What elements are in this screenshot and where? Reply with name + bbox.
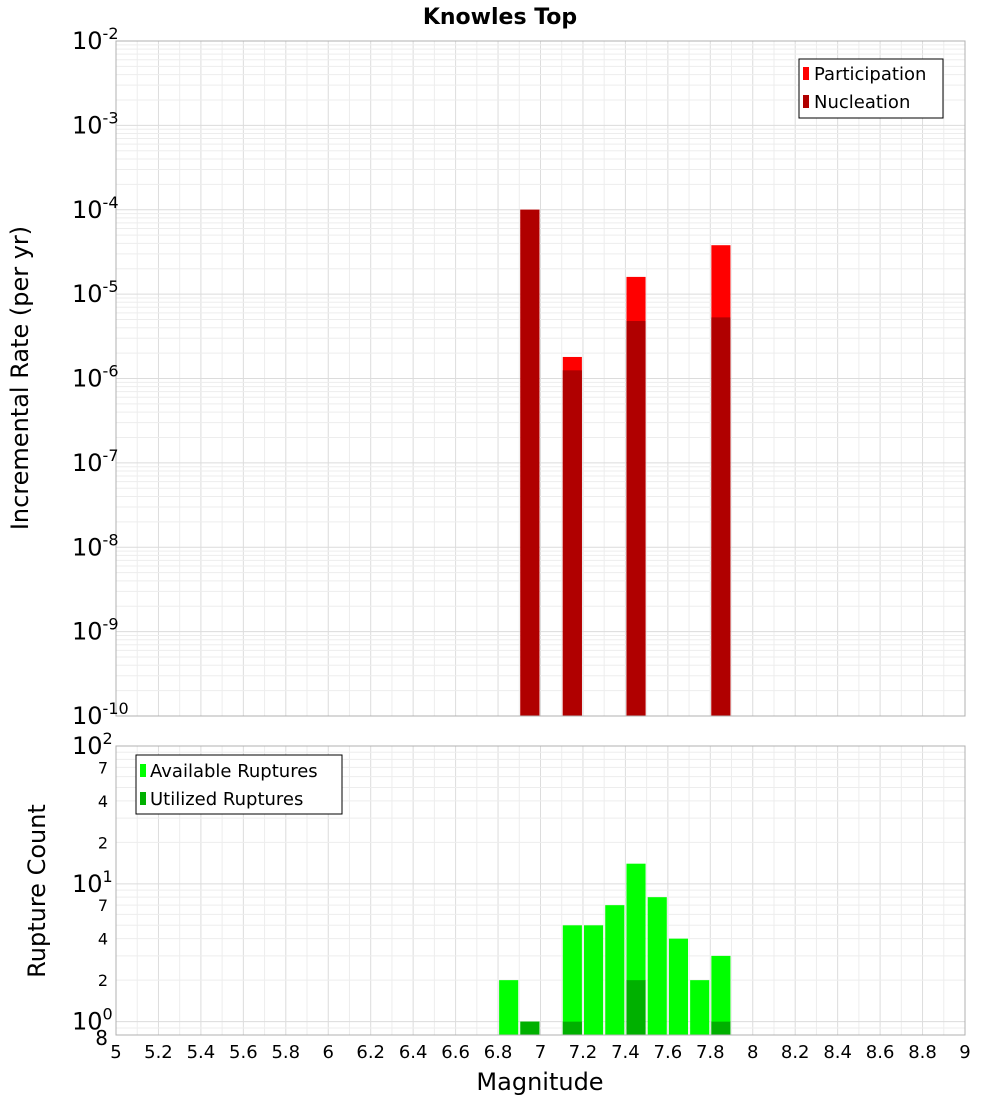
count-bar-a (690, 980, 710, 1035)
count-bar-a (605, 905, 625, 1035)
x-tick-label: 8.6 (866, 1042, 895, 1063)
legend-swatch-nucleation (803, 95, 809, 108)
rate-bar-b (562, 370, 582, 716)
count-bar-b (711, 1021, 731, 1035)
legend-label-nucleation: Nucleation (814, 92, 910, 113)
count-y-axis-label: Rupture Count (23, 804, 51, 978)
count-bar-a (499, 980, 519, 1035)
legend-label-utilized: Utilized Ruptures (150, 789, 303, 810)
x-tick-label: 9 (959, 1042, 970, 1063)
legend-label-participation: Participation (814, 64, 926, 85)
count-ytick-label: 101 (72, 867, 113, 898)
count-bar-a (668, 938, 689, 1035)
count-ytick-minor-label: 4 (98, 930, 108, 949)
x-tick-label: 7.2 (569, 1042, 598, 1063)
legend-swatch-available (140, 764, 146, 777)
rate-y-axis-label: Incremental Rate (per yr) (6, 226, 34, 530)
x-tick-label: 6.8 (484, 1042, 513, 1063)
count-bar-a (711, 955, 731, 1035)
chart-title: Knowles Top (423, 5, 577, 30)
count-ytick-minor-label: 8 (95, 1026, 108, 1050)
count-ytick-minor-label: 2 (98, 833, 108, 852)
x-tick-label: 7.6 (654, 1042, 683, 1063)
rate-ytick-label: 10-7 (72, 446, 119, 477)
legend-label-available: Available Ruptures (150, 761, 318, 782)
x-tick-label: 8.2 (781, 1042, 810, 1063)
count-bar-b (626, 980, 646, 1035)
x-tick-label: 7 (535, 1042, 546, 1063)
x-tick-label: 6.4 (399, 1042, 428, 1063)
legend-swatch-utilized (140, 792, 146, 805)
x-tick-label: 8 (747, 1042, 758, 1063)
rate-y-ticks: 10-2 10-3 10-4 10-5 10-6 10-7 10-8 10-9 10-10 (72, 24, 129, 730)
x-tick-label: 5.6 (229, 1042, 258, 1063)
count-ytick-label: 102 (72, 729, 113, 760)
rate-bar-b (626, 321, 646, 716)
x-tick-label: 6.6 (441, 1042, 470, 1063)
rate-ytick-label: 10-3 (72, 108, 119, 139)
rate-grid (115, 40, 966, 717)
rate-ytick-label: 10-8 (72, 530, 119, 561)
legend-swatch-participation (803, 67, 809, 80)
count-ytick-minor-label: 7 (98, 758, 108, 777)
x-tick-label: 5.8 (271, 1042, 300, 1063)
x-tick-label: 8.8 (908, 1042, 937, 1063)
rate-ytick-label: 10-9 (72, 615, 119, 646)
rate-legend: Participation Nucleation (798, 58, 944, 119)
rate-bars (520, 209, 731, 717)
x-tick-label: 5 (110, 1042, 121, 1063)
count-panel: 102 101 100 7 4 2 7 4 2 8 Rupture Count Available… (23, 729, 966, 1050)
count-legend: Available Ruptures Utilized Ruptures (135, 754, 343, 815)
count-bars (499, 863, 731, 1035)
rate-ytick-label: 10-10 (72, 699, 129, 730)
rate-bar-b (711, 317, 731, 716)
rate-panel: 10-2 10-3 10-4 10-5 10-6 10-7 10-8 10-9 10-10 In… (6, 24, 966, 730)
count-ytick-minor-label: 2 (98, 971, 108, 990)
x-tick-label: 6 (323, 1042, 334, 1063)
count-ytick-minor-label: 7 (98, 896, 108, 915)
count-ytick-label: 100 (72, 1005, 113, 1036)
rate-bar-b (520, 209, 540, 716)
count-bar-a (584, 925, 604, 1035)
x-axis-ticks: 5 5.2 5.4 5.6 5.8 6 6.2 6.4 6.6 6.8 7 7.2 7.4 7.6 7.8 8… (110, 1042, 970, 1063)
count-y-ticks: 102 101 100 7 4 2 7 4 2 8 (72, 729, 113, 1050)
x-tick-label: 5.4 (187, 1042, 216, 1063)
x-tick-label: 7.8 (696, 1042, 725, 1063)
rate-ytick-label: 10-4 (72, 193, 119, 224)
count-bar-a (647, 897, 667, 1035)
count-ytick-minor-label: 4 (98, 792, 108, 811)
x-axis-label: Magnitude (476, 1068, 603, 1096)
rate-ytick-label: 10-2 (72, 24, 119, 55)
count-bar-b (520, 1021, 540, 1035)
rate-legend-box (798, 58, 944, 119)
x-tick-label: 5.2 (144, 1042, 173, 1063)
x-tick-label: 7.4 (611, 1042, 640, 1063)
rate-ytick-label: 10-5 (72, 277, 119, 308)
count-bar-a (562, 925, 582, 1035)
count-bar-b (562, 1021, 582, 1035)
x-tick-label: 6.2 (356, 1042, 385, 1063)
rate-ytick-label: 10-6 (72, 362, 119, 393)
count-legend-box (135, 754, 343, 815)
x-tick-label: 8.4 (823, 1042, 852, 1063)
